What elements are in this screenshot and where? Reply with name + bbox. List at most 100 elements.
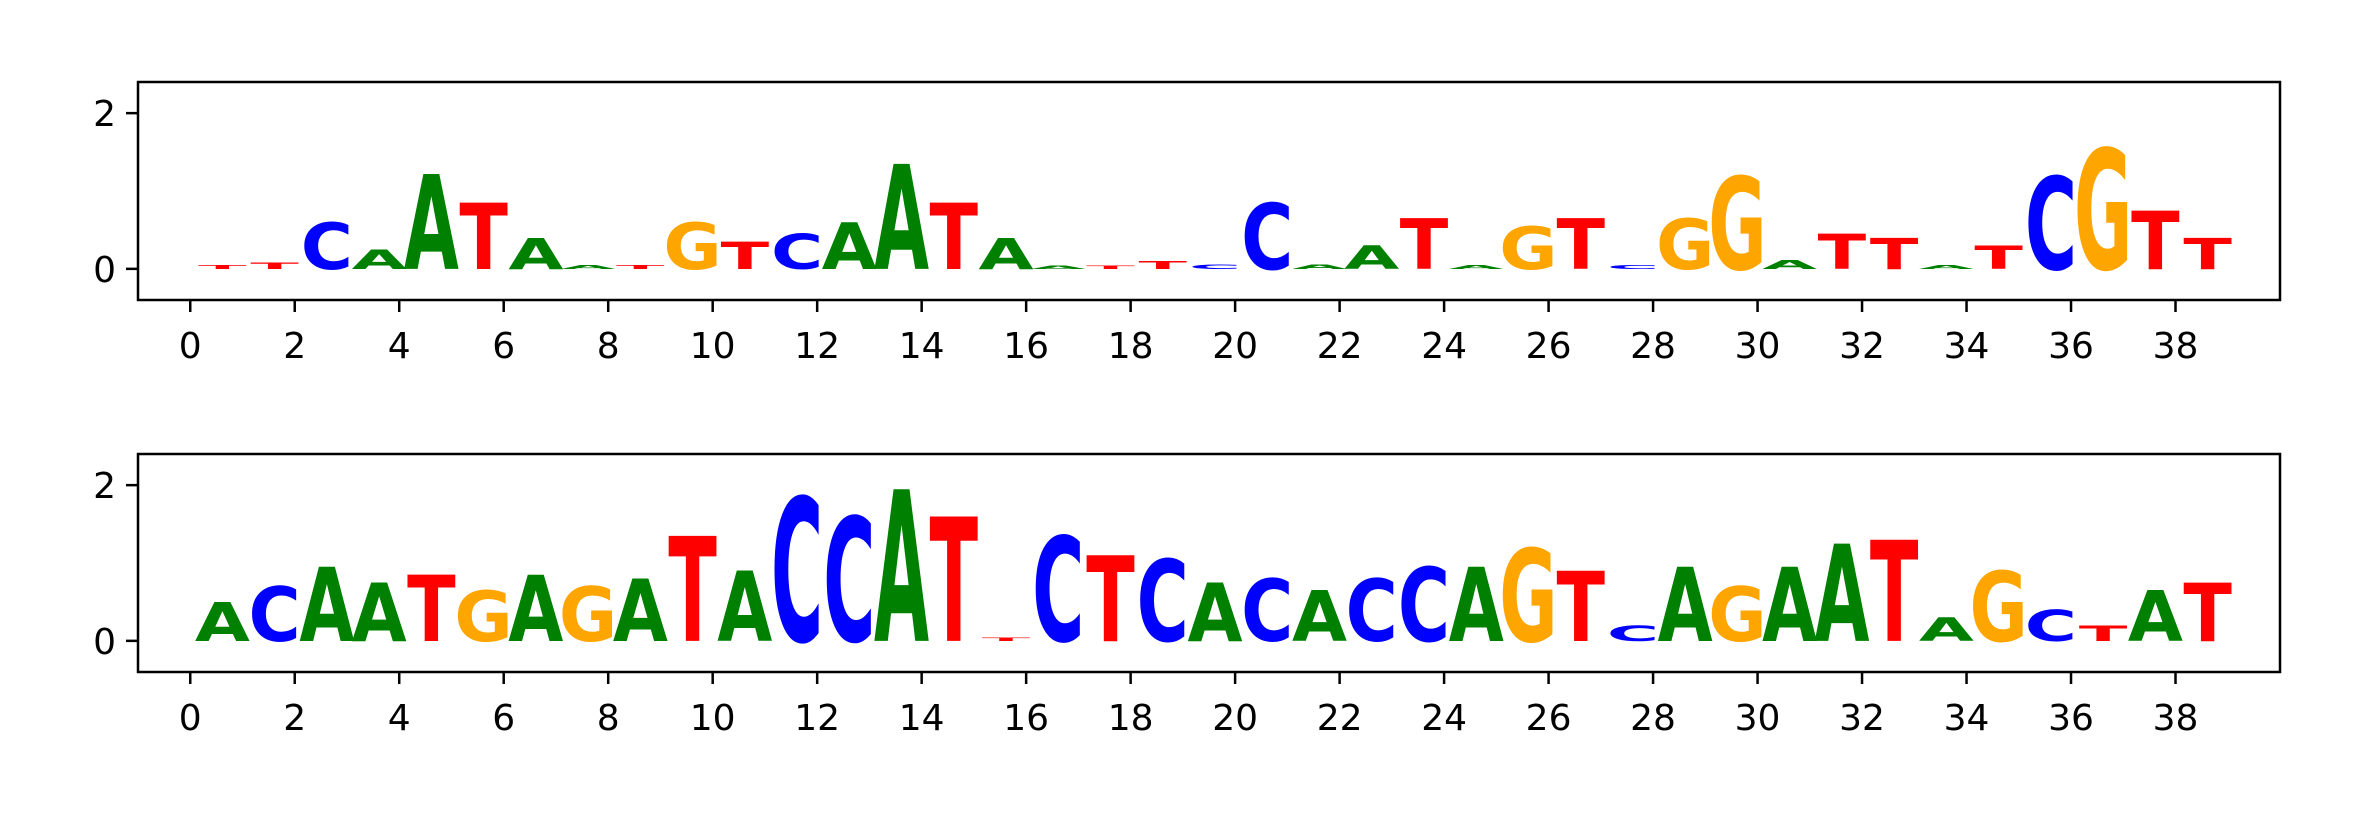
x-tick-label: 18: [1108, 326, 1154, 367]
logo-letter: T: [930, 185, 979, 291]
logo-letter: T: [1870, 513, 1919, 674]
x-tick-label: 16: [1003, 326, 1049, 367]
logo-letter: A: [2128, 577, 2183, 658]
logo-letter: A: [874, 448, 929, 690]
logo-letter: T: [668, 508, 717, 675]
logo-letter: G: [1499, 215, 1557, 283]
x-tick-label: 34: [1944, 698, 1990, 739]
x-tick-label: 18: [1108, 698, 1154, 739]
x-tick-label: 38: [2153, 326, 2199, 367]
y-tick-label: 0: [93, 250, 116, 291]
y-tick-label: 0: [93, 622, 116, 663]
logo-letter: T: [1086, 265, 1135, 270]
logo-letter: A: [352, 244, 408, 275]
x-tick-label: 36: [2048, 698, 2094, 739]
logo-letter: A: [1919, 264, 1974, 270]
logo-letter: A: [1658, 547, 1713, 665]
x-tick-label: 10: [690, 698, 736, 739]
logo-letter: T: [250, 261, 299, 271]
x-tick-label: 20: [1212, 698, 1258, 739]
logo-letter: A: [822, 209, 877, 284]
logo-letter: A: [299, 547, 354, 665]
x-tick-label: 32: [1839, 326, 1885, 367]
logo-letter: G: [663, 209, 721, 284]
x-tick-label: 28: [1630, 326, 1676, 367]
x-tick-label: 14: [899, 698, 945, 739]
logo-letter: A: [1449, 264, 1504, 270]
logo-letter: C: [1032, 508, 1084, 675]
logo-letter: A: [717, 552, 772, 663]
x-tick-label: 10: [690, 326, 736, 367]
axes-frame: [136, 80, 2282, 302]
logo-letter: A: [352, 567, 407, 660]
logo-letter: A: [195, 592, 250, 654]
x-tick-label: 6: [492, 326, 515, 367]
x-tick-label: 20: [1212, 326, 1258, 367]
logo-letter: T: [982, 637, 1031, 642]
logo-letter: T: [1400, 205, 1449, 286]
logo-letter: C: [1137, 538, 1189, 668]
logo-letter: T: [2131, 195, 2180, 288]
x-tick-label: 28: [1630, 698, 1676, 739]
logo-letter: G: [454, 577, 512, 658]
logo-letter: A: [1449, 547, 1504, 665]
logo-letter: A: [1919, 612, 1974, 649]
logo-letter: A: [561, 264, 616, 270]
logo-letter: A: [1292, 263, 1347, 270]
x-tick-label: 26: [1526, 698, 1572, 739]
x-tick-label: 22: [1317, 698, 1363, 739]
x-tick-label: 30: [1735, 326, 1781, 367]
x-tick-label: 8: [597, 326, 620, 367]
logo-letter: T: [1870, 230, 1919, 279]
logo-letter: G: [559, 572, 617, 659]
logo-letter: C: [771, 225, 823, 280]
x-tick-label: 12: [794, 698, 840, 739]
y-tick-label: 2: [93, 94, 116, 135]
logo-letter: C: [2025, 602, 2077, 651]
logo-letter: A: [1344, 240, 1399, 277]
logo-letter: C: [1398, 547, 1450, 665]
logo-letter: A: [508, 557, 563, 663]
logo-letter: A: [979, 230, 1035, 279]
logo-letter: T: [2079, 621, 2128, 646]
x-tick-label: 38: [2153, 698, 2199, 739]
logo-letter: C: [1607, 621, 1659, 646]
x-tick-label: 2: [283, 698, 306, 739]
logo-letter: G: [1656, 205, 1714, 286]
logo-letter: A: [404, 148, 459, 299]
x-tick-label: 26: [1526, 326, 1572, 367]
logo-letter: T: [1556, 205, 1605, 286]
logo-letter: T: [616, 264, 665, 270]
logo-letter: C: [1241, 562, 1293, 662]
logo-letter: T: [1974, 240, 2023, 277]
logo-letter: G: [1499, 523, 1557, 671]
logo-letter: C: [823, 483, 875, 681]
logo-letter: A: [1762, 547, 1817, 665]
x-tick-label: 6: [492, 698, 515, 739]
x-tick-label: 32: [1839, 698, 1885, 739]
x-tick-label: 34: [1944, 326, 1990, 367]
logo-letter: A: [874, 136, 929, 303]
x-tick-label: 36: [2048, 326, 2094, 367]
x-tick-label: 12: [794, 326, 840, 367]
y-tick-label: 2: [93, 466, 116, 507]
logo-letter: G: [1708, 151, 1766, 299]
logo-letter: C: [771, 457, 823, 687]
logo-letter: T: [2183, 230, 2232, 279]
x-tick-label: 8: [597, 698, 620, 739]
logo-letter: T: [721, 235, 770, 278]
logo-letter: A: [1292, 577, 1347, 658]
logo-letter: T: [198, 264, 247, 270]
logo-letter: A: [508, 230, 564, 279]
x-tick-label: 24: [1421, 326, 1467, 367]
logo-letter: G: [1969, 552, 2027, 663]
x-tick-label: 2: [283, 326, 306, 367]
x-tick-label: 0: [179, 326, 202, 367]
x-tick-label: 4: [388, 698, 411, 739]
x-tick-label: 22: [1317, 326, 1363, 367]
logo-letter: G: [1708, 572, 1766, 659]
logo-letter: C: [1346, 562, 1398, 662]
logo-letter: C: [1189, 263, 1241, 270]
